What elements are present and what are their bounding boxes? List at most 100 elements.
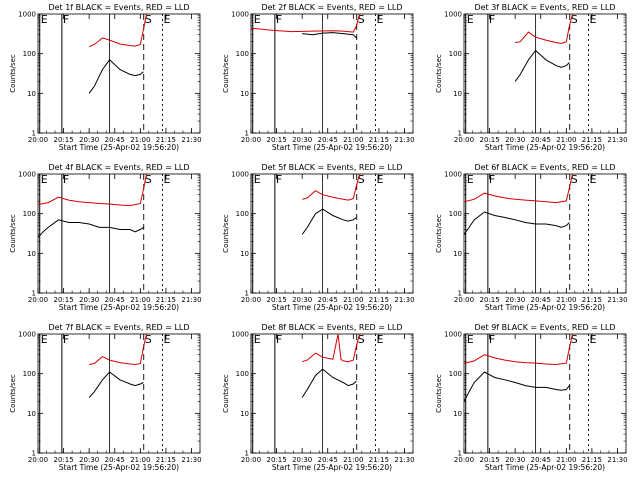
series-line-events <box>463 211 570 235</box>
y-tick-label: 100 <box>23 50 36 58</box>
marker-label: E <box>589 333 596 346</box>
x-tick-label: 20:45 <box>105 136 125 144</box>
y-axis-label: Counts/sec <box>222 374 230 413</box>
x-tick-label: 20:45 <box>531 456 551 464</box>
x-tick-label: 20:00 <box>454 456 474 464</box>
x-axis-label: Start Time (25-Apr-02 19:56:20) <box>272 303 392 312</box>
chart-title: Det 4f BLACK = Events, RED = LLD <box>48 163 189 172</box>
x-tick-label: 20:15 <box>53 296 73 304</box>
series-line-lld <box>89 333 147 366</box>
y-tick-label: 100 <box>236 370 249 378</box>
x-tick-label: 20:15 <box>479 296 499 304</box>
plot-frame <box>37 333 201 454</box>
x-tick-label: 21:00 <box>343 296 363 304</box>
series-line-events <box>301 368 357 398</box>
y-tick-label: 1 <box>32 130 36 138</box>
marker-label: E <box>163 333 170 346</box>
marker-label: F <box>63 333 69 346</box>
y-tick-label: 1000 <box>444 11 462 19</box>
chart-panel-6: Det 6f BLACK = Events, RED = LLD 1 10 100 10… <box>435 163 628 312</box>
y-tick-label: 100 <box>449 370 462 378</box>
x-tick-label: 21:00 <box>130 296 150 304</box>
y-tick-label: 1 <box>458 130 462 138</box>
marker-label: E <box>41 333 48 346</box>
chart-panel-5: Det 5f BLACK = Events, RED = LLD 1 10 100 10… <box>222 163 415 312</box>
series-line-events <box>88 59 144 94</box>
series-line-events <box>463 371 570 402</box>
y-tick-label: 1 <box>32 450 36 458</box>
x-tick-label: 21:30 <box>607 296 627 304</box>
marker-label: E <box>467 333 474 346</box>
marker-label: E <box>376 333 383 346</box>
chart-title: Det 2f BLACK = Events, RED = LLD <box>261 3 402 12</box>
marker-label: S <box>358 13 365 26</box>
y-tick-label: 100 <box>23 370 36 378</box>
y-tick-label: 10 <box>240 250 249 258</box>
marker-label: E <box>467 13 474 26</box>
x-tick-label: 20:30 <box>292 296 312 304</box>
series-line-lld <box>37 173 147 207</box>
y-tick-label: 1 <box>245 290 249 298</box>
x-tick-label: 20:15 <box>479 136 499 144</box>
chart-panel-9: Det 9f BLACK = Events, RED = LLD 1 10 100 10… <box>435 323 628 472</box>
x-tick-label: 21:00 <box>343 456 363 464</box>
x-tick-label: 20:30 <box>79 296 99 304</box>
marker-label: E <box>467 173 474 186</box>
y-tick-label: 10 <box>453 90 462 98</box>
plot-frame <box>463 333 627 454</box>
marker-label: S <box>571 173 578 186</box>
y-tick-label: 10 <box>453 410 462 418</box>
x-tick-label: 21:00 <box>130 456 150 464</box>
y-tick-label: 1000 <box>444 171 462 179</box>
chart-title: Det 5f BLACK = Events, RED = LLD <box>261 163 402 172</box>
marker-label: E <box>254 333 261 346</box>
x-tick-label: 21:30 <box>394 136 414 144</box>
x-tick-label: 21:15 <box>369 136 389 144</box>
marker-label: S <box>571 333 578 346</box>
x-tick-label: 21:15 <box>369 296 389 304</box>
x-tick-label: 21:00 <box>556 456 576 464</box>
plot-frame <box>250 173 414 294</box>
y-tick-label: 10 <box>453 250 462 258</box>
y-tick-label: 10 <box>27 250 36 258</box>
x-tick-label: 20:45 <box>105 456 125 464</box>
x-tick-label: 21:00 <box>343 136 363 144</box>
x-axis-label: Start Time (25-Apr-02 19:56:20) <box>272 143 392 152</box>
chart-title: Det 3f BLACK = Events, RED = LLD <box>474 3 615 12</box>
x-tick-label: 20:00 <box>28 136 48 144</box>
chart-title: Det 6f BLACK = Events, RED = LLD <box>474 163 615 172</box>
x-axis-label: Start Time (25-Apr-02 19:56:20) <box>59 463 179 472</box>
y-tick-label: 10 <box>240 410 249 418</box>
plot-frame <box>37 173 201 294</box>
y-tick-label: 10 <box>27 90 36 98</box>
x-tick-label: 21:30 <box>607 136 627 144</box>
x-tick-label: 21:30 <box>181 456 201 464</box>
y-axis-label: Counts/sec <box>435 54 443 93</box>
x-tick-label: 21:15 <box>582 456 602 464</box>
x-tick-label: 20:15 <box>266 456 286 464</box>
series-line-events <box>302 32 357 39</box>
plot-frame <box>37 13 201 134</box>
series-line-events <box>514 49 570 82</box>
x-tick-label: 20:45 <box>531 136 551 144</box>
chart-panel-2: Det 2f BLACK = Events, RED = LLD 1 10 100 10… <box>222 3 415 152</box>
marker-label: F <box>489 333 495 346</box>
x-tick-label: 20:00 <box>28 296 48 304</box>
x-tick-label: 21:30 <box>607 456 627 464</box>
marker-label: S <box>358 173 365 186</box>
chart-title: Det 1f BLACK = Events, RED = LLD <box>48 3 189 12</box>
y-tick-label: 1 <box>458 450 462 458</box>
marker-label: F <box>63 173 69 186</box>
chart-title: Det 8f BLACK = Events, RED = LLD <box>261 323 402 332</box>
x-tick-label: 20:30 <box>79 136 99 144</box>
x-tick-label: 20:45 <box>105 296 125 304</box>
y-tick-label: 10 <box>240 90 249 98</box>
marker-label: F <box>276 173 282 186</box>
marker-label: F <box>489 173 495 186</box>
y-axis-label: Counts/sec <box>9 214 17 253</box>
x-tick-label: 21:00 <box>556 296 576 304</box>
x-tick-label: 21:00 <box>556 136 576 144</box>
x-tick-label: 20:15 <box>53 456 73 464</box>
marker-label: E <box>376 13 383 26</box>
marker-label: E <box>163 173 170 186</box>
